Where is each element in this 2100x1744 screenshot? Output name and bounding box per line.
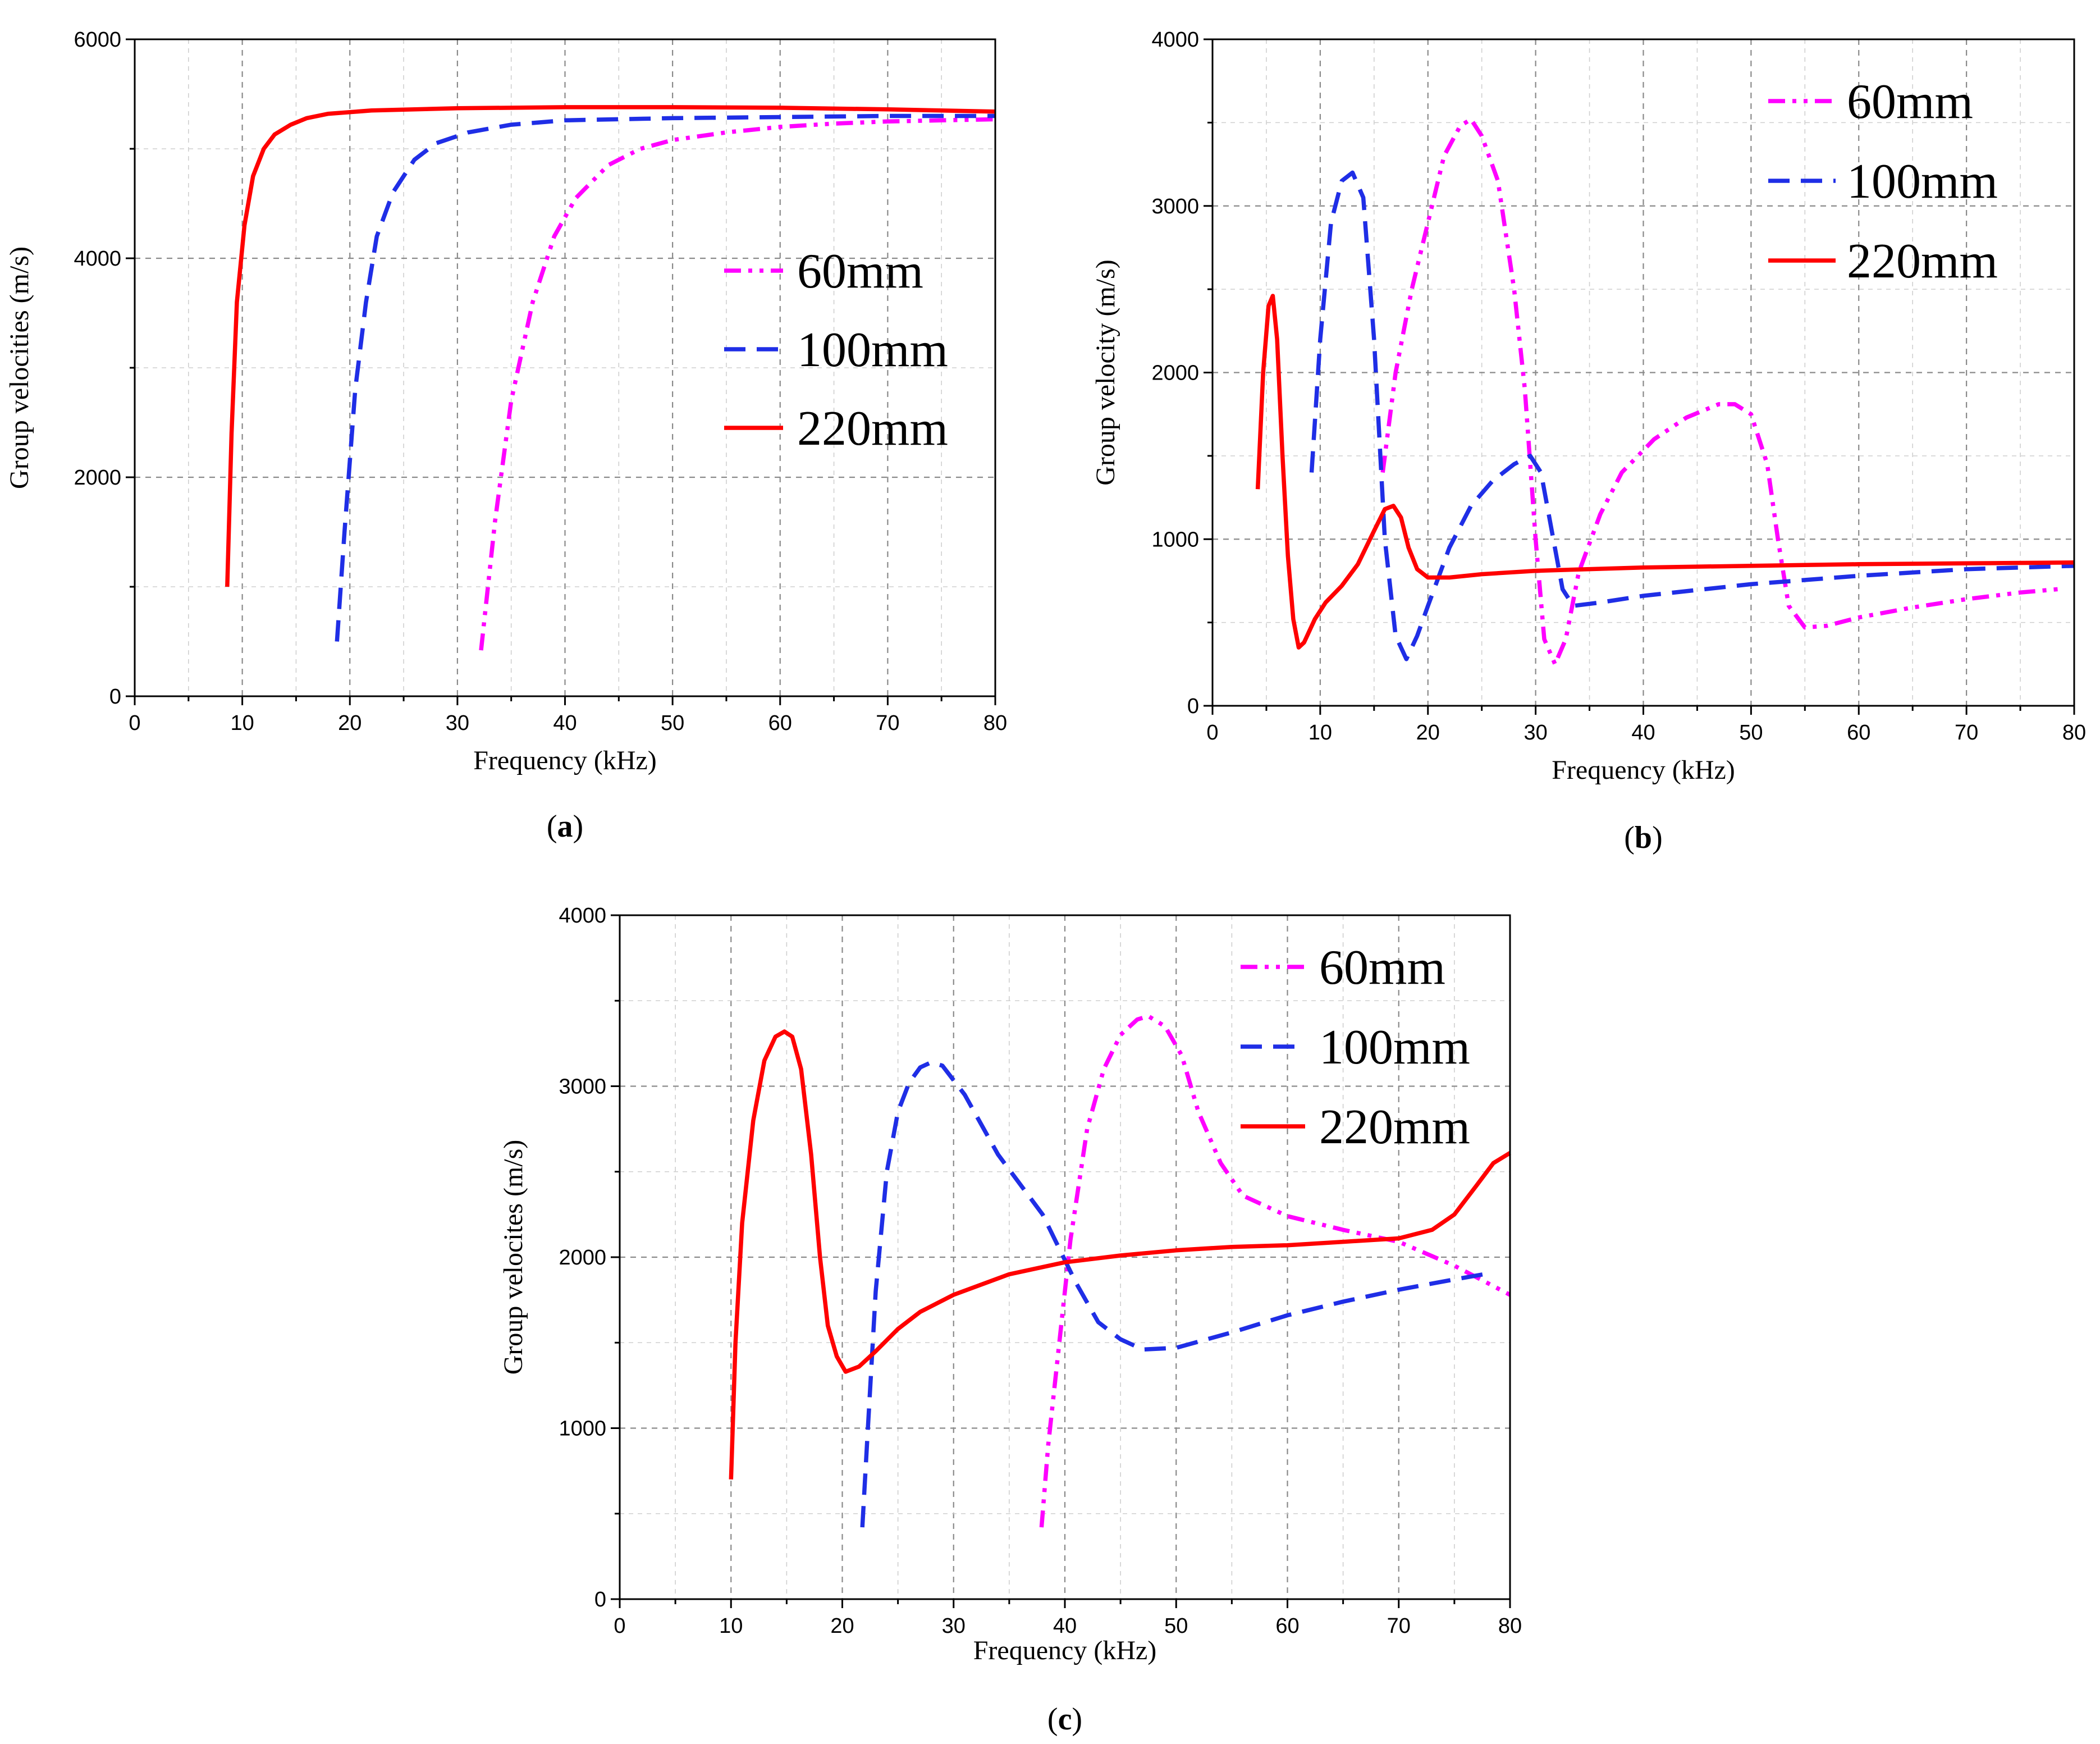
gridlines bbox=[1213, 39, 2074, 706]
ticks: 0 10 20 30 40 50 60 70 80 0 1000 2000 3000 4000 bbox=[559, 904, 1522, 1638]
x-tick-label: 70 bbox=[1955, 721, 1978, 745]
x-tick-label: 40 bbox=[1053, 1614, 1077, 1638]
x-tick-label: 70 bbox=[1387, 1614, 1411, 1638]
y-tick-label: 4000 bbox=[559, 904, 606, 928]
y-tick-label: 1000 bbox=[559, 1417, 606, 1441]
x-tick-label: 10 bbox=[719, 1614, 743, 1638]
series-line-60mm bbox=[1039, 1013, 1511, 1528]
x-tick-label: 20 bbox=[1416, 721, 1440, 745]
chart-c: 0 10 20 30 40 50 60 70 80 0 1000 2000 3000 4000 Freque… bbox=[498, 904, 1522, 1737]
series-line-100mm bbox=[335, 113, 995, 642]
series-line-60mm bbox=[1380, 117, 2058, 666]
panel-caption-letter: c bbox=[1058, 1702, 1072, 1737]
x-tick-label: 20 bbox=[338, 711, 362, 735]
x-tick-label: 60 bbox=[1275, 1614, 1299, 1638]
x-tick-label: 20 bbox=[830, 1614, 854, 1638]
series-line-220mm bbox=[225, 105, 996, 587]
panel-caption: (b) bbox=[1624, 820, 1662, 855]
series-line-220mm bbox=[729, 1029, 1511, 1480]
legend: 60mm 100mm 220mm bbox=[1768, 75, 1998, 289]
y-tick-label: 2000 bbox=[559, 1246, 606, 1270]
x-tick-label: 60 bbox=[1847, 721, 1870, 745]
x-tick-label: 0 bbox=[614, 1614, 625, 1638]
series-group bbox=[729, 1013, 1511, 1528]
series-group bbox=[225, 105, 996, 651]
y-tick-label: 2000 bbox=[74, 466, 121, 490]
x-tick-label: 80 bbox=[1498, 1614, 1522, 1638]
y-tick-label: 0 bbox=[1187, 695, 1199, 718]
y-tick-label: 0 bbox=[109, 685, 121, 709]
x-tick-label: 0 bbox=[129, 711, 140, 735]
x-tick-label: 50 bbox=[1739, 721, 1763, 745]
legend-label-220mm: 220mm bbox=[1847, 234, 1998, 289]
x-tick-label: 10 bbox=[230, 711, 254, 735]
y-tick-label: 4000 bbox=[1151, 28, 1199, 52]
x-axis-title: Frequency (kHz) bbox=[473, 746, 657, 775]
legend: 60mm 100mm 220mm bbox=[724, 244, 948, 456]
legend-label-100mm: 100mm bbox=[1847, 154, 1998, 209]
panel-caption-letter: b bbox=[1635, 820, 1652, 855]
series-group bbox=[1255, 117, 2075, 666]
x-tick-label: 40 bbox=[553, 711, 577, 735]
x-tick-label: 30 bbox=[1523, 721, 1547, 745]
series-line-60mm bbox=[479, 117, 996, 651]
y-tick-label: 1000 bbox=[1151, 528, 1199, 551]
gridlines bbox=[135, 39, 995, 696]
x-tick-label: 40 bbox=[1631, 721, 1655, 745]
y-tick-label: 3000 bbox=[1151, 195, 1199, 218]
y-axis-title: Group velocity (m/s) bbox=[1091, 259, 1120, 486]
legend-label-220mm: 220mm bbox=[1319, 1100, 1470, 1154]
legend-label-60mm: 60mm bbox=[797, 244, 923, 299]
ticks: 0 10 20 30 40 50 60 70 80 0 2000 4000 6000 bbox=[74, 28, 1007, 735]
panel-caption-letter: a bbox=[557, 809, 573, 844]
legend-label-100mm: 100mm bbox=[1319, 1020, 1470, 1075]
x-tick-label: 70 bbox=[876, 711, 899, 735]
legend-label-220mm: 220mm bbox=[797, 401, 948, 456]
x-tick-label: 30 bbox=[446, 711, 469, 735]
x-axis-title: Frequency (kHz) bbox=[973, 1636, 1157, 1665]
y-axis-title: Group velocites (m/s) bbox=[498, 1140, 528, 1375]
legend-label-60mm: 60mm bbox=[1319, 941, 1445, 995]
x-tick-label: 80 bbox=[983, 711, 1007, 735]
panel-caption: (a) bbox=[547, 809, 583, 844]
y-tick-label: 3000 bbox=[559, 1075, 606, 1099]
x-tick-label: 30 bbox=[942, 1614, 966, 1638]
x-tick-label: 50 bbox=[661, 711, 684, 735]
y-tick-label: 0 bbox=[594, 1588, 606, 1611]
series-line-220mm bbox=[1255, 294, 2075, 650]
ticks: 0 10 20 30 40 50 60 70 80 0 1000 2000 3000 4000 bbox=[1151, 28, 2086, 745]
chart-a: 0 10 20 30 40 50 60 70 80 0 2000 4000 6000 Frequency … bbox=[4, 28, 1007, 844]
y-axis-title: Group velocities (m/s) bbox=[4, 246, 34, 489]
x-tick-label: 60 bbox=[768, 711, 792, 735]
x-tick-label: 80 bbox=[2062, 721, 2086, 745]
chart-b: 0 10 20 30 40 50 60 70 80 0 1000 2000 3000 4000 Freque… bbox=[1091, 28, 2086, 855]
panel-caption: (c) bbox=[1047, 1702, 1082, 1737]
series-line-100mm bbox=[860, 1060, 1494, 1528]
x-tick-label: 50 bbox=[1164, 1614, 1188, 1638]
legend: 60mm 100mm 220mm bbox=[1241, 941, 1470, 1154]
x-tick-label: 0 bbox=[1206, 721, 1218, 745]
legend-label-100mm: 100mm bbox=[797, 323, 948, 377]
x-tick-label: 10 bbox=[1309, 721, 1332, 745]
x-axis-title: Frequency (kHz) bbox=[1552, 755, 1735, 785]
legend-label-60mm: 60mm bbox=[1847, 75, 1973, 129]
y-tick-label: 6000 bbox=[74, 28, 121, 52]
y-tick-label: 4000 bbox=[74, 247, 121, 271]
y-tick-label: 2000 bbox=[1151, 362, 1199, 385]
